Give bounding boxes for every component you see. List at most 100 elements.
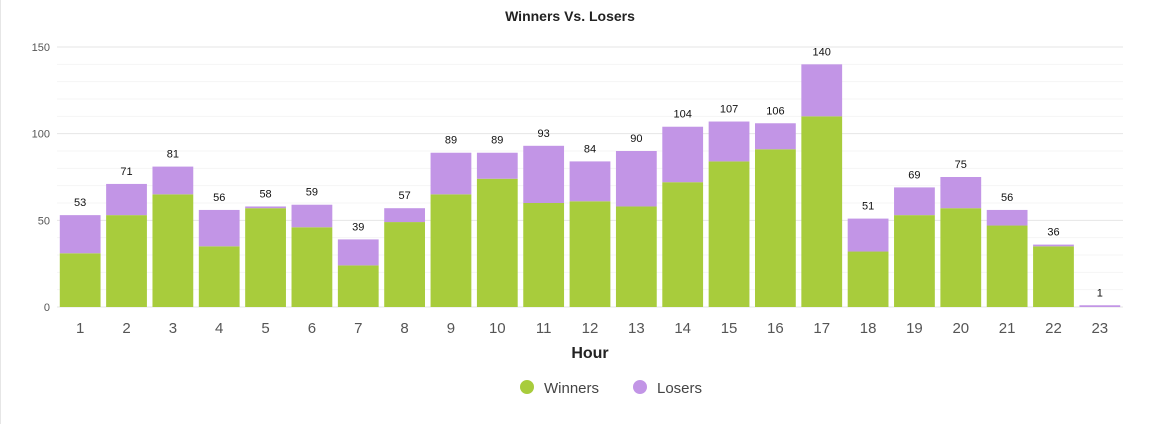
bar-winners-14[interactable]	[662, 182, 704, 307]
bar-winners-7[interactable]	[337, 265, 379, 307]
x-tick-label: 15	[721, 320, 738, 337]
x-axis: 1 2 3 4 5 6 7 8 9 10 11 12 13 14 15 16 17 18 19 20 21 22 23	[76, 320, 1108, 337]
bar-winners-5[interactable]	[245, 208, 286, 307]
y-tick-label: 150	[32, 42, 50, 54]
legend-label-winners[interactable]: Winners	[544, 380, 599, 397]
x-tick-label: 10	[489, 320, 506, 337]
data-label: 69	[908, 169, 920, 181]
bar-winners-4[interactable]	[198, 246, 240, 307]
data-label: 51	[862, 201, 874, 213]
bar-winners-13[interactable]	[615, 206, 657, 307]
x-tick-label: 18	[860, 320, 877, 337]
data-label: 75	[955, 159, 967, 171]
x-tick-label: 7	[354, 320, 362, 337]
bar-winners-2[interactable]	[106, 215, 147, 307]
chart-title: Winners Vs. Losers	[505, 8, 635, 24]
y-tick-label: 50	[38, 215, 50, 227]
bar-losers-16[interactable]	[754, 123, 796, 150]
data-label: 56	[213, 192, 225, 204]
bar-losers-4[interactable]	[198, 209, 240, 247]
bar-losers-10[interactable]	[476, 152, 518, 179]
bar-winners-10[interactable]	[476, 178, 518, 307]
x-tick-label: 17	[813, 320, 830, 337]
x-tick-label: 13	[628, 320, 645, 337]
y-tick-label: 0	[44, 302, 50, 314]
data-label: 39	[352, 221, 364, 233]
bar-losers-1[interactable]	[59, 215, 101, 254]
data-label: 59	[306, 187, 318, 199]
bar-winners-8[interactable]	[384, 222, 426, 307]
bar-losers-20[interactable]	[940, 177, 982, 209]
x-tick-label: 2	[122, 320, 130, 337]
x-tick-label: 20	[952, 320, 969, 337]
bar-winners-17[interactable]	[801, 116, 843, 307]
bar-losers-21[interactable]	[986, 209, 1028, 226]
bar-losers-2[interactable]	[106, 183, 147, 216]
data-label: 90	[630, 133, 642, 145]
bar-losers-3[interactable]	[152, 166, 194, 195]
bar-losers-22[interactable]	[1033, 244, 1074, 247]
bar-losers-6[interactable]	[291, 204, 333, 228]
bar-losers-5[interactable]	[245, 206, 286, 209]
data-label: 89	[491, 135, 503, 147]
bar-winners-18[interactable]	[847, 251, 889, 307]
data-label: 57	[398, 190, 410, 202]
bars	[59, 64, 1121, 307]
x-axis-title: Hour	[571, 345, 608, 362]
bar-losers-14[interactable]	[662, 126, 704, 183]
bar-losers-13[interactable]	[615, 151, 657, 207]
data-label: 106	[766, 105, 784, 117]
data-label: 53	[74, 197, 86, 209]
bar-winners-20[interactable]	[940, 208, 982, 307]
data-labels: 53 71 81 56 58 59 39 57 89 89 93 84 90 104 107 106 140 51…	[74, 46, 1103, 299]
legend: Winners Losers	[520, 380, 702, 397]
x-tick-label: 12	[582, 320, 599, 337]
legend-marker-losers[interactable]	[633, 380, 647, 394]
x-tick-label: 6	[308, 320, 316, 337]
x-tick-label: 21	[999, 320, 1016, 337]
data-label: 93	[538, 128, 550, 140]
x-tick-label: 23	[1091, 320, 1108, 337]
bar-losers-23[interactable]	[1079, 305, 1121, 307]
bar-winners-3[interactable]	[152, 194, 194, 307]
bar-winners-19[interactable]	[894, 215, 935, 307]
bar-losers-11[interactable]	[523, 145, 565, 203]
bar-winners-15[interactable]	[708, 161, 750, 307]
legend-marker-winners[interactable]	[520, 380, 534, 394]
data-label: 84	[584, 143, 596, 155]
x-tick-label: 3	[169, 320, 177, 337]
data-label: 36	[1047, 227, 1059, 239]
data-label: 71	[120, 166, 132, 178]
x-tick-label: 14	[674, 320, 691, 337]
data-label: 104	[674, 109, 692, 121]
data-label: 56	[1001, 192, 1013, 204]
bar-winners-21[interactable]	[986, 225, 1028, 307]
data-label: 58	[259, 188, 271, 200]
x-tick-label: 4	[215, 320, 223, 337]
x-tick-label: 16	[767, 320, 784, 337]
bar-losers-12[interactable]	[569, 161, 611, 202]
bar-winners-16[interactable]	[754, 149, 796, 307]
data-label: 89	[445, 135, 457, 147]
bar-losers-7[interactable]	[337, 239, 379, 266]
data-label: 140	[813, 46, 831, 58]
bar-losers-19[interactable]	[894, 187, 935, 216]
x-tick-label: 22	[1045, 320, 1062, 337]
bar-losers-8[interactable]	[384, 208, 426, 223]
bar-winners-22[interactable]	[1033, 246, 1074, 307]
bar-losers-18[interactable]	[847, 218, 889, 252]
data-label: 1	[1097, 287, 1103, 299]
bar-losers-15[interactable]	[708, 121, 750, 162]
bar-winners-6[interactable]	[291, 227, 333, 307]
data-label: 81	[167, 149, 179, 161]
bar-winners-1[interactable]	[59, 253, 101, 307]
data-label: 107	[720, 104, 738, 116]
legend-label-losers[interactable]: Losers	[657, 380, 702, 397]
bar-losers-17[interactable]	[801, 64, 843, 117]
bar-winners-9[interactable]	[430, 194, 472, 307]
bar-winners-12[interactable]	[569, 201, 611, 307]
x-tick-label: 1	[76, 320, 84, 337]
bar-winners-11[interactable]	[523, 203, 565, 307]
bar-losers-9[interactable]	[430, 152, 472, 195]
